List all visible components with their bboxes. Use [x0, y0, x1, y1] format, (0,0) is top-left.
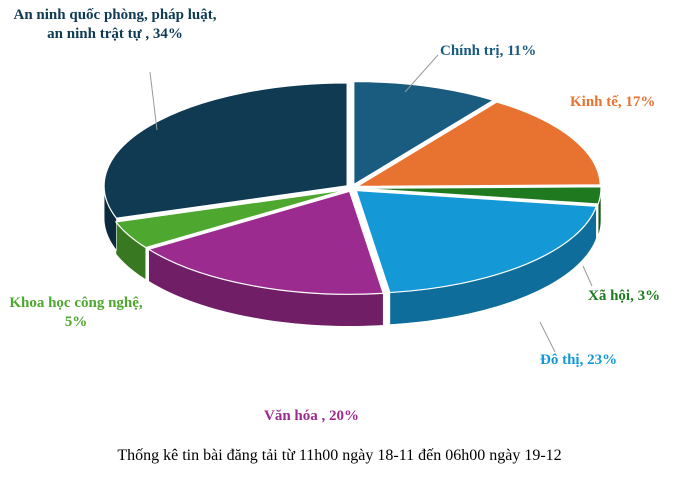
slice — [353, 80, 495, 186]
leader-line — [539, 321, 556, 353]
slice — [355, 101, 601, 187]
leader-line — [582, 265, 593, 287]
pie-3d — [103, 54, 602, 353]
data-label: Xã hội, 3% — [588, 288, 661, 304]
data-label: Văn hóa , 20% — [264, 408, 360, 424]
slice — [357, 186, 602, 205]
leader-line — [404, 54, 439, 93]
slice — [114, 188, 347, 249]
data-label: Kinh tế, 17% — [570, 94, 656, 110]
data-label: An ninh quốc phòng, pháp luật, an ninh t… — [13, 7, 217, 42]
data-label: Chính trị, 11% — [440, 43, 537, 59]
slice — [147, 190, 385, 295]
slice — [355, 189, 598, 294]
leader-line — [149, 71, 158, 131]
data-label: Đô thị, 23% — [540, 352, 618, 368]
slice — [103, 82, 348, 219]
data-label: Khoa học công nghệ, 5% — [9, 295, 143, 330]
chart-title: Thống kê tin bài đăng tải từ 11h00 ngày … — [117, 447, 562, 464]
